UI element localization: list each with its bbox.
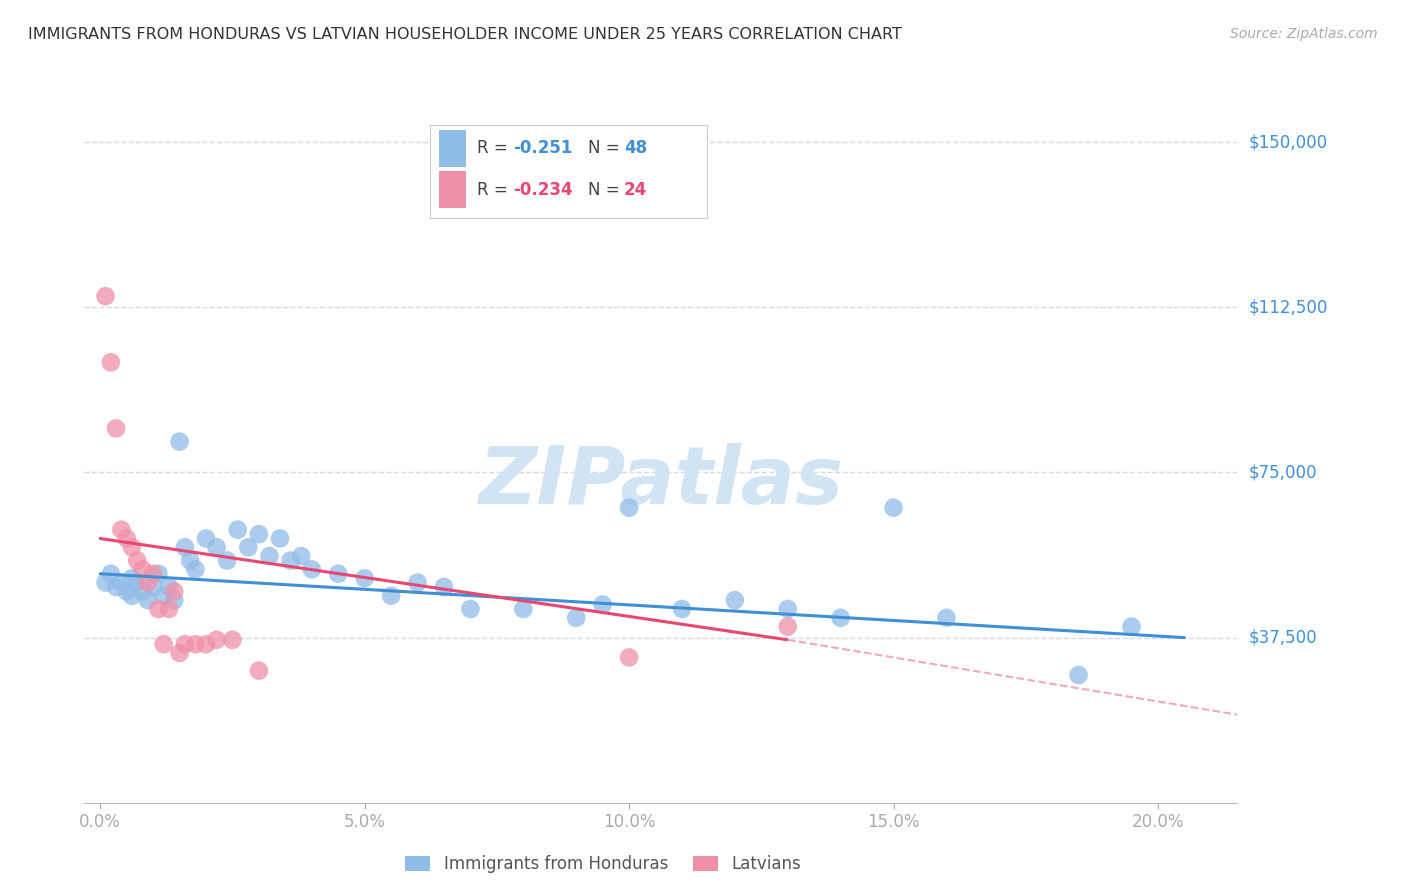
Point <box>217 553 239 567</box>
Point <box>830 611 852 625</box>
Point <box>157 602 180 616</box>
Point <box>179 553 201 567</box>
Point <box>169 434 191 449</box>
Point <box>269 532 291 546</box>
Point <box>1121 619 1143 633</box>
Text: 24: 24 <box>624 181 647 199</box>
Point <box>163 593 186 607</box>
Point <box>115 584 138 599</box>
Point <box>110 575 132 590</box>
Point <box>205 632 228 647</box>
Text: R =: R = <box>477 139 513 157</box>
Point <box>280 553 302 567</box>
Text: R =: R = <box>477 181 513 199</box>
Text: N =: N = <box>588 181 624 199</box>
Point <box>152 637 174 651</box>
Point <box>152 589 174 603</box>
Point <box>136 593 159 607</box>
Point <box>776 619 799 633</box>
Point <box>935 611 957 625</box>
Point <box>169 646 191 660</box>
Point <box>148 566 170 581</box>
Point <box>226 523 249 537</box>
Point <box>259 549 281 563</box>
Point <box>883 500 905 515</box>
Point <box>136 575 159 590</box>
Point <box>328 566 350 581</box>
Point <box>184 637 207 651</box>
Text: $150,000: $150,000 <box>1249 133 1327 151</box>
Point <box>301 562 323 576</box>
Text: IMMIGRANTS FROM HONDURAS VS LATVIAN HOUSEHOLDER INCOME UNDER 25 YEARS CORRELATIO: IMMIGRANTS FROM HONDURAS VS LATVIAN HOUS… <box>28 27 903 42</box>
Point <box>290 549 312 563</box>
Point <box>94 289 117 303</box>
Point <box>221 632 243 647</box>
FancyBboxPatch shape <box>439 171 467 209</box>
Point <box>247 527 270 541</box>
Text: $37,500: $37,500 <box>1249 629 1317 647</box>
Point <box>142 566 165 581</box>
Point <box>184 562 207 576</box>
Point <box>142 580 165 594</box>
Point <box>115 532 138 546</box>
Point <box>512 602 534 616</box>
Point <box>173 541 195 555</box>
Point <box>157 580 180 594</box>
Point <box>724 593 747 607</box>
Point <box>100 355 122 369</box>
Point <box>173 637 195 651</box>
Point <box>617 500 640 515</box>
Point <box>105 580 128 594</box>
Text: Source: ZipAtlas.com: Source: ZipAtlas.com <box>1230 27 1378 41</box>
Point <box>121 589 143 603</box>
Point <box>163 584 186 599</box>
Point <box>195 532 218 546</box>
Point <box>380 589 402 603</box>
Point <box>671 602 693 616</box>
Point <box>100 566 122 581</box>
Text: 48: 48 <box>624 139 647 157</box>
Text: N =: N = <box>588 139 624 157</box>
Point <box>127 553 149 567</box>
Point <box>110 523 132 537</box>
Point <box>1067 668 1090 682</box>
Point <box>121 541 143 555</box>
Text: $112,500: $112,500 <box>1249 298 1327 317</box>
Point <box>247 664 270 678</box>
Point <box>565 611 588 625</box>
Point <box>406 575 429 590</box>
Point <box>460 602 482 616</box>
Point <box>127 575 149 590</box>
Point <box>238 541 260 555</box>
Text: -0.251: -0.251 <box>513 139 572 157</box>
Point <box>94 575 117 590</box>
Point <box>433 580 456 594</box>
Text: ZIPatlas: ZIPatlas <box>478 442 844 521</box>
Point <box>353 571 375 585</box>
Text: $75,000: $75,000 <box>1249 464 1317 482</box>
Point <box>592 598 614 612</box>
Point <box>131 584 153 599</box>
Point <box>195 637 218 651</box>
Point <box>148 602 170 616</box>
FancyBboxPatch shape <box>439 129 467 167</box>
Point <box>131 562 153 576</box>
Point <box>205 541 228 555</box>
Legend: Immigrants from Honduras, Latvians: Immigrants from Honduras, Latvians <box>399 849 807 880</box>
Point <box>617 650 640 665</box>
Text: -0.234: -0.234 <box>513 181 572 199</box>
Point <box>776 602 799 616</box>
Point <box>105 421 128 435</box>
Point <box>121 571 143 585</box>
